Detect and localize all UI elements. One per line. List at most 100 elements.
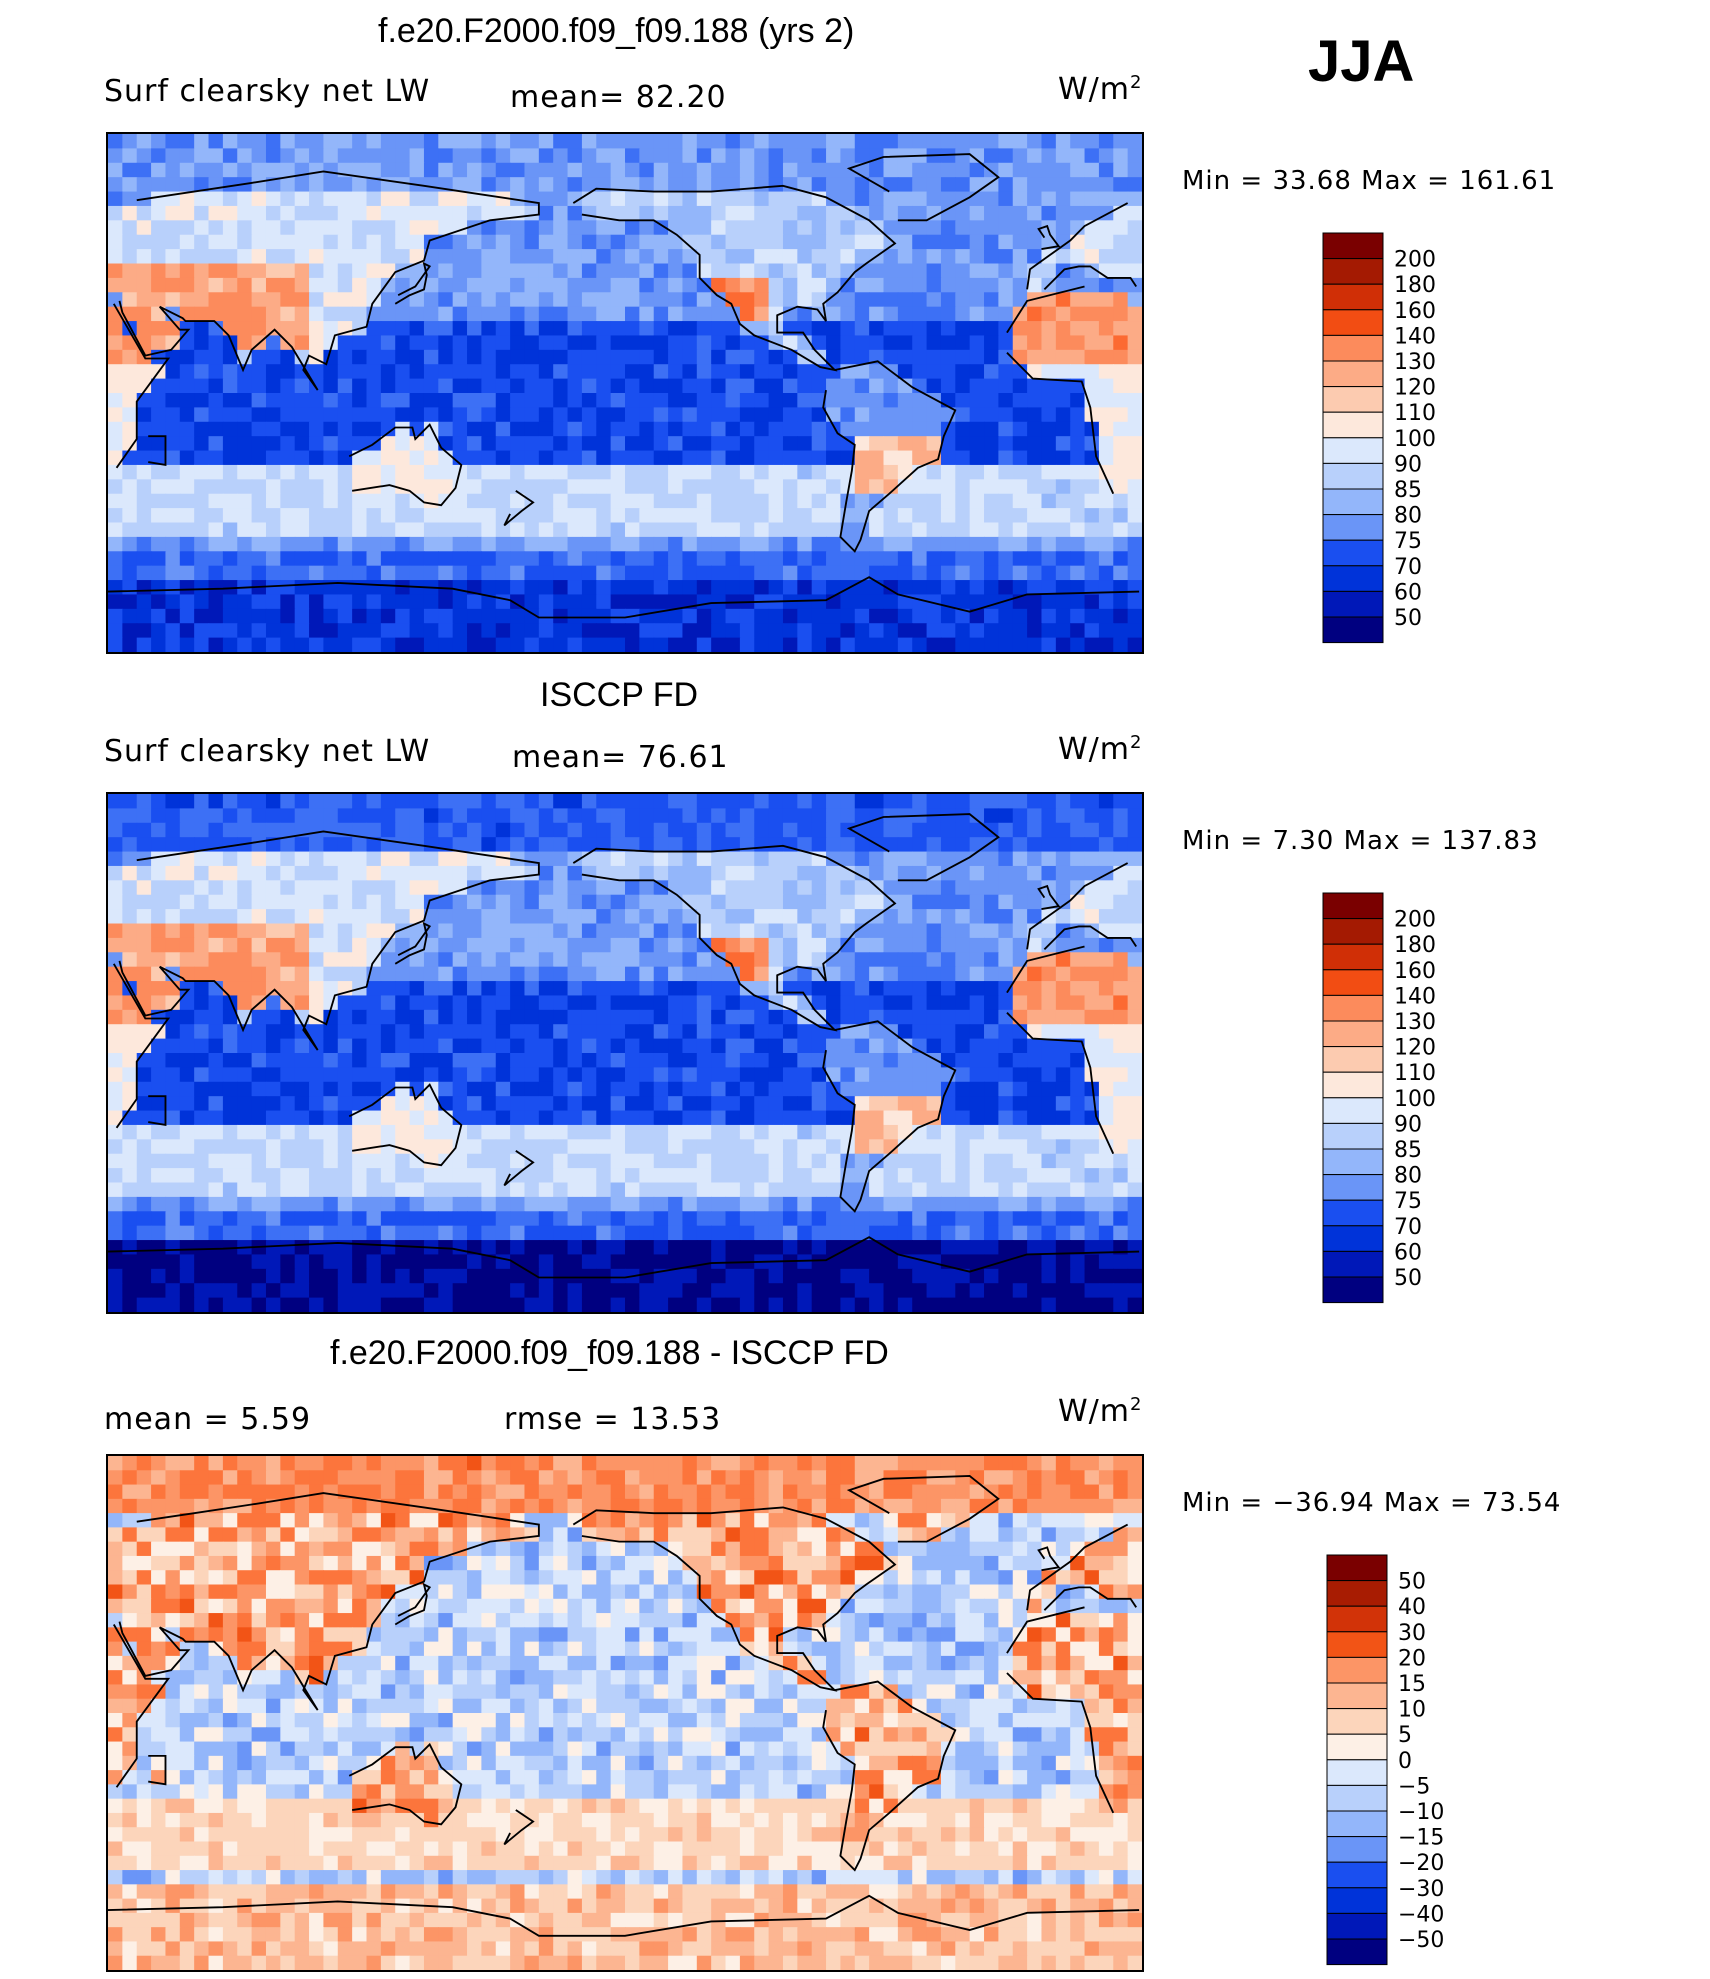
field-cell xyxy=(280,794,296,810)
field-cell xyxy=(912,995,928,1011)
field-cell xyxy=(567,808,583,824)
field-cell xyxy=(251,1139,267,1155)
field-cell xyxy=(696,321,712,337)
field-cell xyxy=(495,249,511,265)
field-cell xyxy=(524,608,540,624)
field-cell xyxy=(265,894,281,910)
field-cell xyxy=(510,421,526,437)
field-cell xyxy=(969,407,985,423)
field-cell xyxy=(1070,837,1086,853)
field-cell xyxy=(1027,637,1043,652)
field-cell xyxy=(323,1153,339,1169)
field-cell xyxy=(122,1139,138,1155)
field-cell xyxy=(366,851,382,867)
field-cell xyxy=(940,1024,956,1040)
field-cell xyxy=(538,923,554,939)
field-cell xyxy=(984,1139,1000,1155)
field-cell xyxy=(811,1240,827,1256)
field-cell xyxy=(668,349,684,365)
field-cell xyxy=(1127,1110,1142,1126)
field-cell xyxy=(610,981,626,997)
field-cell xyxy=(639,364,655,380)
field-cell xyxy=(294,464,310,480)
field-cell xyxy=(222,808,238,824)
field-cell xyxy=(1012,321,1028,337)
field-cell xyxy=(581,1211,597,1227)
field-cell xyxy=(452,981,468,997)
field-cell xyxy=(151,894,167,910)
field-cell xyxy=(998,952,1014,968)
field-cell xyxy=(840,794,856,810)
field-cell xyxy=(854,1038,870,1054)
field-cell xyxy=(998,966,1014,982)
field-cell xyxy=(337,493,353,509)
field-cell xyxy=(912,1024,928,1040)
field-cell xyxy=(1127,263,1142,279)
field-cell xyxy=(467,421,483,437)
field-cell xyxy=(711,191,727,207)
field-cell xyxy=(122,1053,138,1069)
field-cell xyxy=(682,349,698,365)
field-cell xyxy=(596,909,612,925)
field-cell xyxy=(854,995,870,1011)
field-cell xyxy=(165,493,181,509)
field-cell xyxy=(467,837,483,853)
field-cell xyxy=(998,1153,1014,1169)
field-cell xyxy=(524,220,540,236)
field-cell xyxy=(711,321,727,337)
field-cell xyxy=(754,321,770,337)
field-cell xyxy=(553,292,569,308)
field-cell xyxy=(711,292,727,308)
field-cell xyxy=(452,335,468,351)
field-cell xyxy=(926,177,942,193)
field-cell xyxy=(926,1196,942,1212)
field-cell xyxy=(395,1110,411,1126)
field-cell xyxy=(510,393,526,409)
field-cell xyxy=(912,1139,928,1155)
field-cell xyxy=(739,1081,755,1097)
field-cell xyxy=(122,205,138,221)
field-cell xyxy=(423,407,439,423)
field-cell xyxy=(1012,335,1028,351)
field-cell xyxy=(725,637,741,652)
field-cell xyxy=(1070,865,1086,881)
field-cell xyxy=(1098,493,1114,509)
field-cell xyxy=(782,894,798,910)
field-cell xyxy=(1070,894,1086,910)
field-cell xyxy=(122,1240,138,1256)
field-cell xyxy=(237,134,253,150)
field-cell xyxy=(510,894,526,910)
field-cell xyxy=(768,364,784,380)
field-cell xyxy=(754,565,770,581)
field-cell xyxy=(1084,177,1100,193)
field-cell xyxy=(524,937,540,953)
field-cell xyxy=(754,923,770,939)
field-cell xyxy=(1098,637,1114,652)
field-cell xyxy=(309,1254,325,1270)
field-cell xyxy=(984,421,1000,437)
field-cell xyxy=(840,162,856,178)
field-cell xyxy=(294,306,310,322)
field-cell xyxy=(797,966,813,982)
field-cell xyxy=(926,479,942,495)
field-cell xyxy=(323,937,339,953)
field-cell xyxy=(739,205,755,221)
field-cell xyxy=(122,1096,138,1112)
field-cell xyxy=(222,349,238,365)
field-cell xyxy=(481,1182,497,1198)
field-cell xyxy=(366,822,382,838)
field-cell xyxy=(782,1240,798,1256)
field-cell xyxy=(1098,1139,1114,1155)
field-cell xyxy=(108,263,123,279)
field-cell xyxy=(122,263,138,279)
field-cell xyxy=(1127,234,1142,250)
field-cell xyxy=(352,234,368,250)
colorbar-box xyxy=(1322,334,1384,362)
field-cell xyxy=(524,407,540,423)
field-cell xyxy=(1027,909,1043,925)
field-cell xyxy=(1113,162,1129,178)
field-cell xyxy=(366,407,382,423)
field-cell xyxy=(352,191,368,207)
field-cell xyxy=(811,177,827,193)
